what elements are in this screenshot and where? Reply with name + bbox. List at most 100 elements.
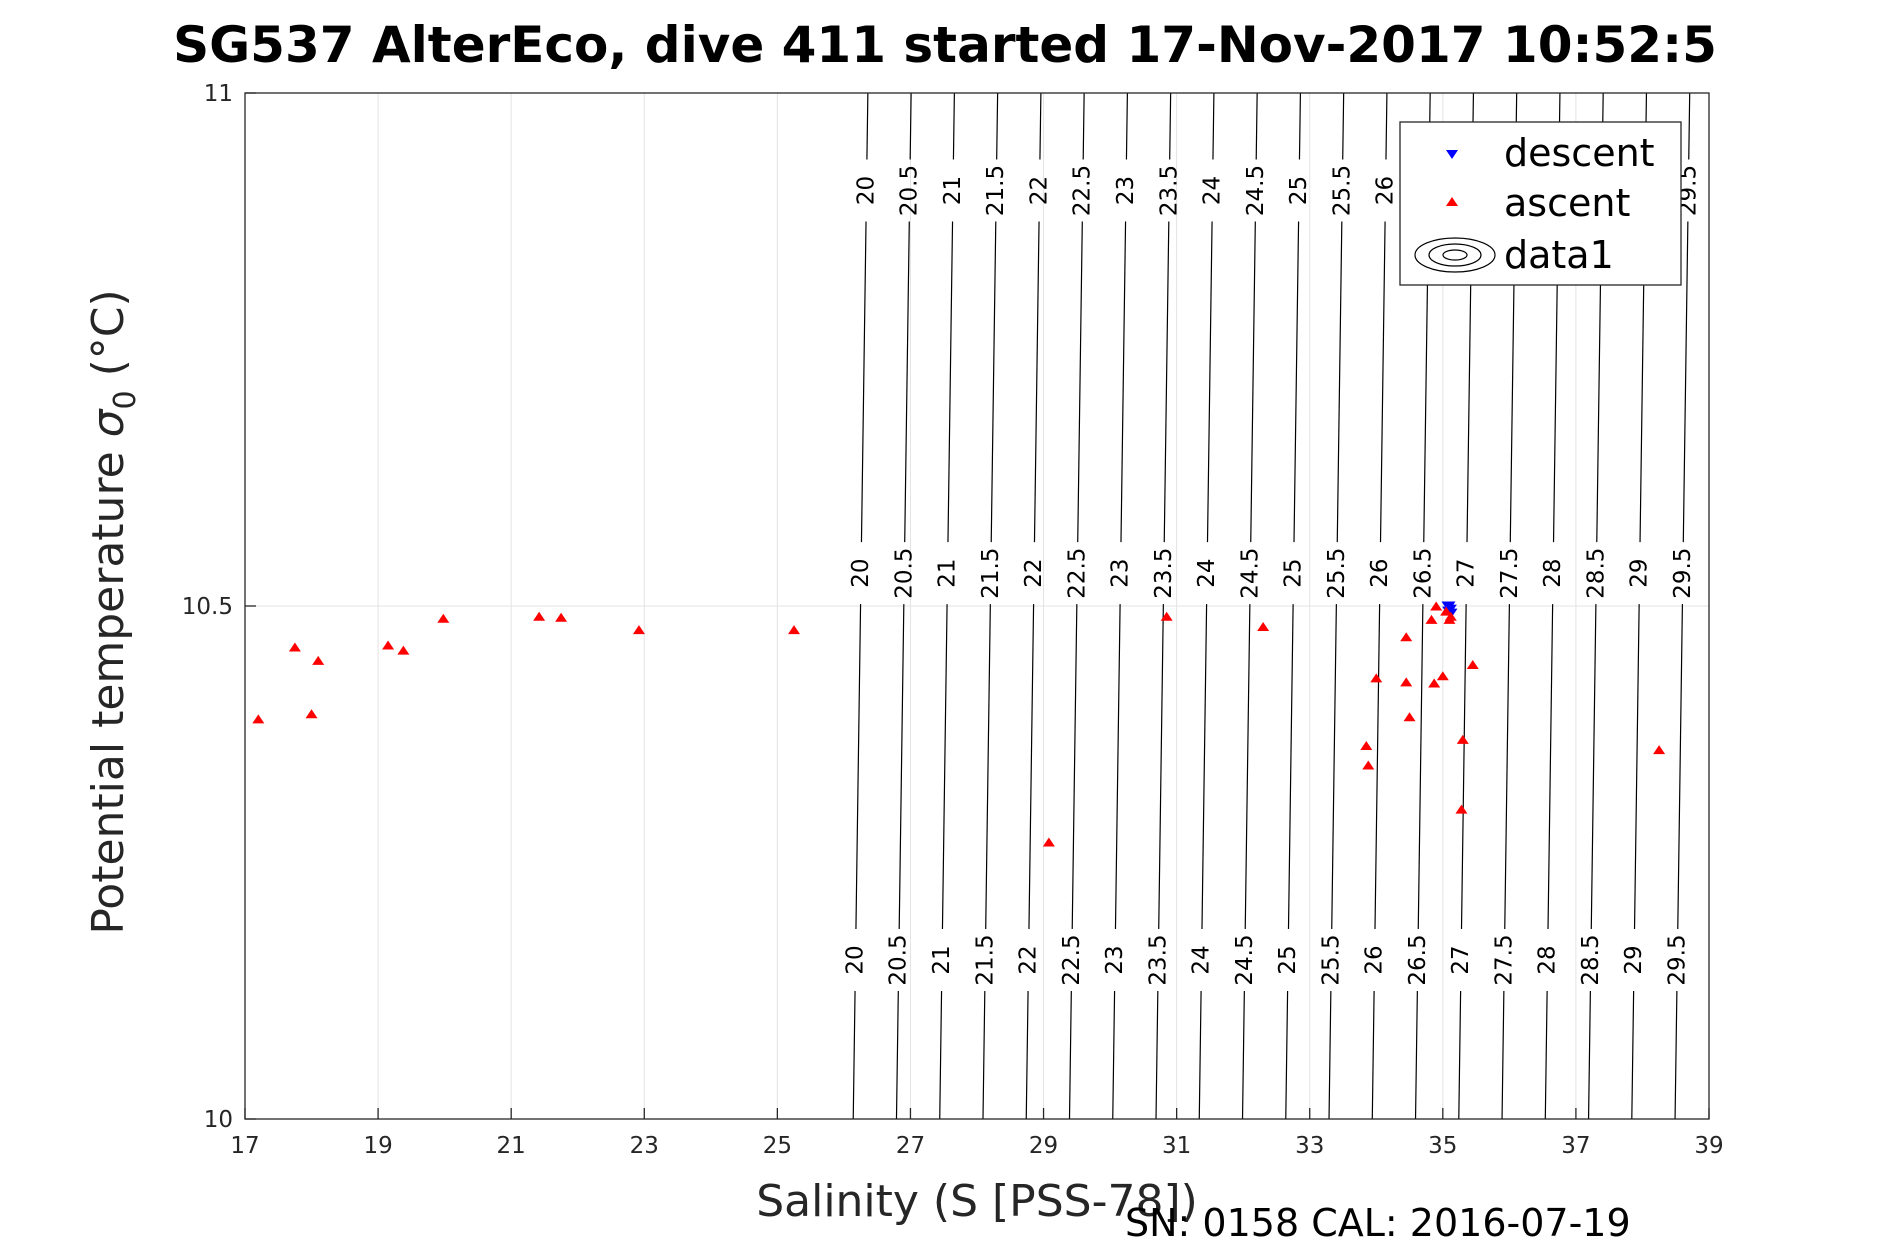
x-axis-label: Salinity (S [PSS-78]) [756,1176,1198,1227]
ascent-marker [288,642,301,652]
data-markers [252,601,1666,847]
ascent-marker [1455,804,1468,814]
ascent-marker [1430,601,1443,611]
contour-line [1504,604,1510,929]
contour-line [1633,604,1640,929]
contour-line [1328,990,1332,1120]
contour-line [1198,990,1202,1120]
contour-line [982,990,986,1120]
contour-label: 25 [1275,945,1301,974]
contour-label: 24 [1194,559,1220,588]
contour-label: 29 [1627,559,1653,588]
contour-line [1458,990,1462,1120]
legend-descent-label: descent [1504,131,1655,175]
x-tick-label: 35 [1428,1133,1457,1159]
ascent-marker [252,714,265,724]
contour-label: 23.5 [1151,548,1177,599]
x-tick-label: 37 [1561,1133,1590,1159]
contour-line [1120,221,1127,543]
contour-label: 25 [1281,559,1307,588]
contour-line [904,221,910,543]
contour-line [1028,604,1035,929]
contour-label: 26.5 [1405,934,1431,985]
contour-line [1293,221,1300,543]
contour-label: 24.5 [1243,165,1269,216]
ascent-marker [1400,677,1413,687]
contour-line [1298,92,1302,160]
contour-line [990,221,997,543]
contour-label: 29.5 [1670,548,1696,599]
ascent-marker [437,613,450,623]
contour-label: 22.5 [1064,548,1090,599]
contour-label: 20 [848,559,874,588]
contour-line [1460,604,1467,929]
contour-line [1039,92,1042,160]
contour-label: 29.5 [1664,934,1690,985]
contour-line [1255,92,1258,160]
x-tick-label: 39 [1694,1133,1723,1159]
contour-label: 24 [1189,945,1215,974]
contour-label: 27.5 [1497,548,1523,599]
x-tick-label: 19 [363,1133,392,1159]
contour-label: 28.5 [1578,934,1604,985]
contour-label: 21 [940,176,966,205]
contour-line [1682,221,1689,543]
ascent-marker [533,611,546,621]
y-axis-label: Potential temperature σ0 (°C) [83,289,143,934]
contour-label: 25.5 [1329,165,1355,216]
ascent-marker [1456,734,1469,744]
contour-line [1414,990,1418,1120]
ascent-marker [1160,611,1173,621]
ascent-marker [1436,671,1449,681]
legend-ascent-label: ascent [1504,181,1630,225]
ascent-marker [397,645,410,655]
contour-line [1374,604,1381,929]
contour-label: 21.5 [983,165,1009,216]
contour-label: 27 [1454,559,1480,588]
ascent-marker [788,625,800,635]
contour-line [855,604,862,929]
y-tick-label: 11 [204,81,233,107]
contour-line [1544,990,1548,1120]
ascent-marker [555,612,568,622]
contour-label: 23 [1108,559,1134,588]
contour-line [1071,604,1078,929]
x-tick-label: 25 [763,1133,792,1159]
contour-line [1331,604,1337,929]
contour-line [1342,92,1345,160]
contour-label: 24.5 [1232,934,1258,985]
y-axis-label-sigma: σ [83,408,134,437]
ascent-marker [1444,611,1457,621]
contour-line [939,990,943,1120]
contour-label: 23 [1113,176,1139,205]
contour-label: 25.5 [1318,934,1344,985]
contour-line [1244,604,1251,929]
contour-label: 24.5 [1237,548,1263,599]
contour-line [1379,221,1386,543]
y-tick-label: 10.5 [182,594,233,620]
contour-label: 29 [1621,945,1647,974]
contour-line [1688,92,1691,160]
y-axis-label-main: Potential temperature [83,437,134,934]
contour-line [1501,990,1505,1120]
ascent-marker [1425,614,1438,624]
legend-box [1399,121,1682,286]
ascent-marker [1360,741,1373,751]
contour-line [1025,990,1029,1120]
x-tick-label: 31 [1162,1133,1191,1159]
contour-label: 20.5 [897,165,923,216]
contour-line [996,92,999,160]
ascent-marker [312,655,325,665]
contour-line [852,990,856,1120]
contour-line [1125,92,1128,160]
contour-line [1287,604,1294,929]
contour-label: 22 [1016,945,1042,974]
ascent-marker [1257,622,1270,632]
contour-line [1417,604,1424,929]
ascent-marker [1428,678,1441,688]
contour-line [1547,604,1554,929]
contour-line [1206,221,1213,543]
contour-line [1082,92,1085,160]
contour-label: 25.5 [1324,548,1350,599]
ascent-marker [1440,606,1453,616]
